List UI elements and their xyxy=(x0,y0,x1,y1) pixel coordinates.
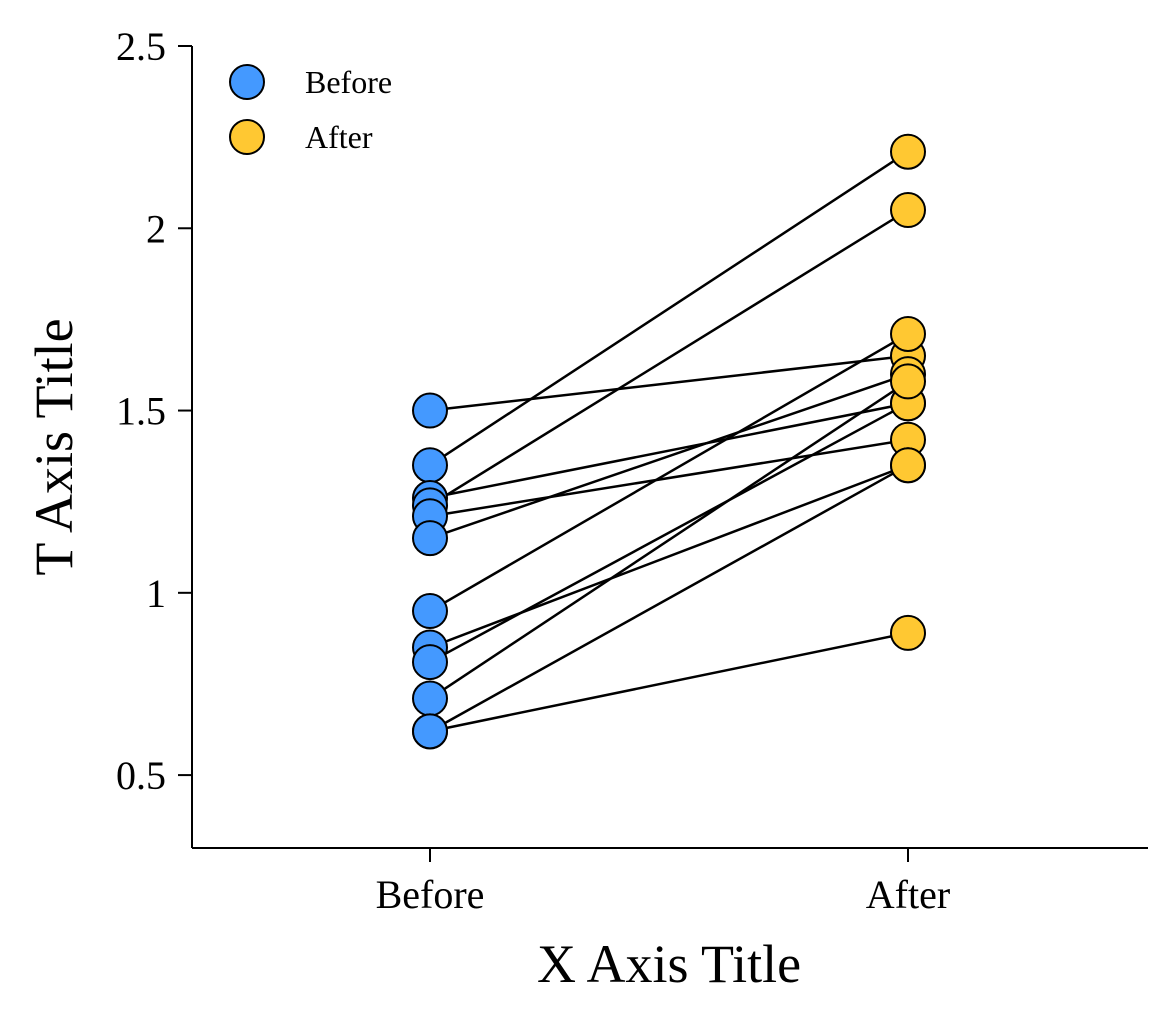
before-point xyxy=(412,680,448,717)
before-point xyxy=(412,713,448,750)
pair-line xyxy=(429,372,909,540)
legend-marker xyxy=(229,119,265,155)
y-tick-label: 2 xyxy=(146,206,166,251)
after-point xyxy=(890,614,926,651)
before-point xyxy=(412,447,448,484)
y-axis-ticks: 0.5 1 1.5 2 2.5 xyxy=(116,24,192,798)
legend: Before After xyxy=(229,64,392,155)
y-tick-label: 1 xyxy=(146,571,166,616)
pair-line xyxy=(429,402,909,664)
legend-label: Before xyxy=(305,64,392,100)
pair-line xyxy=(429,354,909,412)
after-point xyxy=(890,315,926,352)
y-tick-label: 2.5 xyxy=(116,24,166,69)
y-tick-label: 1.5 xyxy=(116,389,166,434)
x-tick-label: After xyxy=(866,872,950,917)
y-axis-title: T Axis Title xyxy=(24,318,84,575)
pair-line xyxy=(429,464,909,649)
after-points xyxy=(890,133,926,651)
pair-line xyxy=(429,464,909,733)
after-point xyxy=(890,447,926,484)
before-point xyxy=(412,593,448,630)
after-point xyxy=(890,363,926,400)
before-points xyxy=(412,392,448,750)
pair-lines xyxy=(429,150,909,733)
before-point xyxy=(412,644,448,681)
pair-line xyxy=(429,402,909,500)
x-axis-title: X Axis Title xyxy=(537,934,801,994)
after-point xyxy=(890,192,926,229)
pair-line xyxy=(429,438,909,518)
legend-label: After xyxy=(305,119,373,155)
before-point xyxy=(412,520,448,557)
pair-line xyxy=(429,631,909,733)
before-point xyxy=(412,392,448,429)
pair-line xyxy=(429,380,909,700)
y-tick-label: 0.5 xyxy=(116,753,166,798)
legend-marker xyxy=(229,64,265,100)
pair-line xyxy=(429,150,909,467)
pair-line xyxy=(429,332,909,613)
after-point xyxy=(890,133,926,170)
x-tick-label: Before xyxy=(376,872,485,917)
pair-line xyxy=(429,208,909,507)
x-axis-ticks: Before After xyxy=(376,848,950,917)
